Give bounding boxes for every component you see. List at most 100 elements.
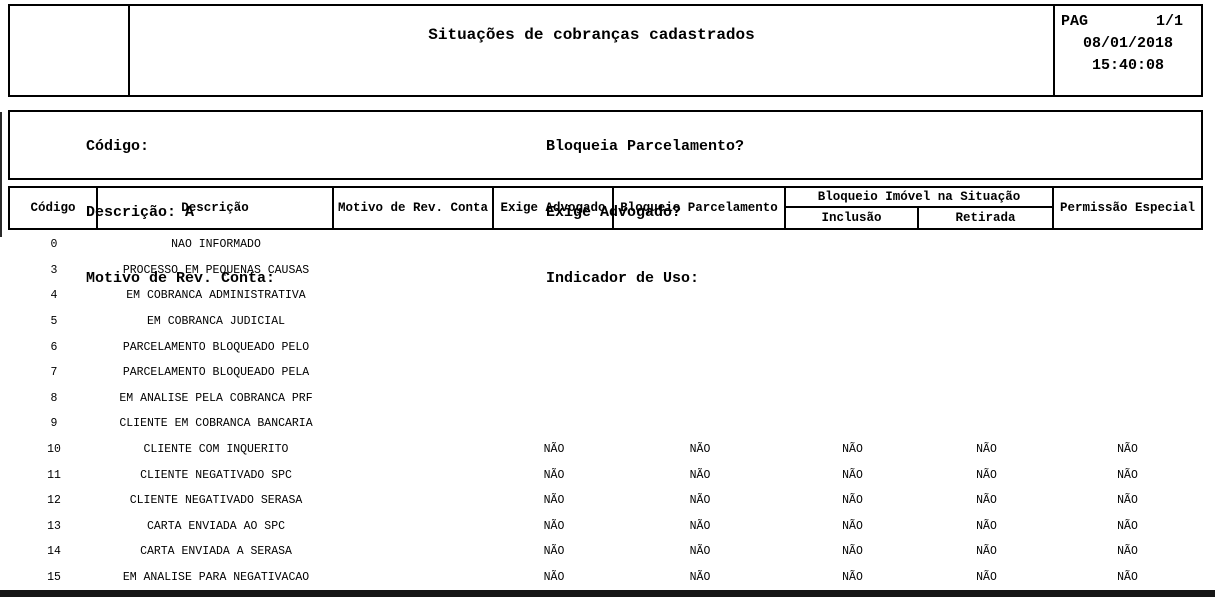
filter-col-left: Código: Descrição: A Motivo de Rev. Conta… bbox=[14, 114, 284, 312]
table-row: 4 EM COBRANCA ADMINISTRATIVA bbox=[10, 283, 1201, 309]
report-time: 15:40:08 bbox=[1091, 57, 1164, 74]
cell-exige-advogado: NÃO bbox=[543, 571, 565, 585]
cell-retirada: NÃO bbox=[976, 494, 997, 508]
cell-codigo: 6 bbox=[50, 340, 58, 354]
cell-exige-advogado: NÃO bbox=[543, 519, 565, 533]
cell-bloqueio-parcelamento: NÃO bbox=[689, 468, 711, 482]
cell-inclusao: NÃO bbox=[842, 494, 863, 508]
column-header-exige-advogado: Exige Advogado bbox=[494, 188, 614, 228]
logo-placeholder bbox=[10, 6, 130, 95]
filter-exige-advogado-label: Exige Advogado? bbox=[546, 204, 682, 221]
cell-retirada: NÃO bbox=[976, 468, 997, 482]
column-header-descricao: Descrição bbox=[98, 188, 334, 228]
filter-motivo: Motivo de Rev. Conta: bbox=[14, 246, 284, 312]
filter-descricao-label: Descrição: bbox=[86, 204, 177, 221]
table-row: 10 CLIENTE COM INQUERITO NÃO NÃO NÃO NÃO NÃO bbox=[10, 437, 1201, 463]
table-row: 8 EM ANALISE PELA COBRANCA PRF bbox=[10, 386, 1201, 412]
filter-codigo: Código: bbox=[14, 114, 284, 180]
table-header: Código Descrição Motivo de Rev. Conta Ex… bbox=[8, 186, 1203, 230]
cell-codigo: 15 bbox=[47, 571, 61, 585]
filter-bloqueia-parcelamento-label: Bloqueia Parcelamento? bbox=[546, 138, 745, 155]
table-row: 5 EM COBRANCA JUDICIAL bbox=[10, 309, 1201, 335]
left-edge-artifact bbox=[0, 112, 2, 237]
table-row: 15 EM ANALISE PARA NEGATIVACAO NÃO NÃO NÃO NÃ… bbox=[10, 565, 1201, 591]
cell-descricao: EM ANALISE PARA NEGATIVACAO bbox=[122, 571, 310, 585]
cell-descricao: NAO INFORMADO bbox=[171, 238, 261, 252]
cell-inclusao: NÃO bbox=[842, 443, 863, 457]
page-title: Situações de cobranças cadastrados bbox=[428, 26, 755, 44]
cell-bloqueio-parcelamento: NÃO bbox=[689, 545, 711, 559]
table-row: 9 CLIENTE EM COBRANCA BANCARIA bbox=[10, 411, 1201, 437]
cell-inclusao: NÃO bbox=[842, 519, 863, 533]
cell-descricao: EM COBRANCA JUDICIAL bbox=[146, 315, 286, 329]
cell-permissao-especial: NÃO bbox=[1117, 494, 1138, 508]
cell-codigo: 8 bbox=[50, 391, 58, 405]
table-row: 6 PARCELAMENTO BLOQUEADO PELO bbox=[10, 334, 1201, 360]
cell-inclusao: NÃO bbox=[842, 468, 863, 482]
cell-exige-advogado: NÃO bbox=[543, 468, 565, 482]
column-header-retirada: Retirada bbox=[955, 211, 1016, 225]
column-header-inclusao: Inclusão bbox=[786, 208, 919, 228]
cell-permissao-especial: NÃO bbox=[1117, 443, 1138, 457]
filter-indicador-uso: Indicador de Uso: bbox=[474, 246, 753, 312]
cell-codigo: 11 bbox=[47, 468, 61, 482]
table-row: 13 CARTA ENVIADA AO SPC NÃO NÃO NÃO NÃO NÃO bbox=[10, 514, 1201, 540]
page-number: 1/1 bbox=[1155, 13, 1183, 30]
cell-exige-advogado: NÃO bbox=[543, 494, 565, 508]
cell-descricao: CARTA ENVIADA A SERASA bbox=[140, 545, 292, 559]
cell-exige-advogado: NÃO bbox=[543, 545, 565, 559]
table-body: 0 NAO INFORMADO 3 PROCESSO EM PEQUENAS CAUS… bbox=[8, 231, 1203, 590]
column-header-bloqueio-parcelamento: Bloqueio Parcelamento bbox=[614, 188, 786, 228]
filter-descricao: Descrição: A bbox=[14, 180, 284, 246]
cell-codigo: 10 bbox=[47, 443, 61, 457]
report-header: Situações de cobranças cadastrados PAG 1… bbox=[8, 4, 1203, 97]
table-row: 0 NAO INFORMADO bbox=[10, 232, 1201, 258]
table-row: 11 CLIENTE NEGATIVADO SPC NÃO NÃO NÃO NÃO NÃO bbox=[10, 462, 1201, 488]
title-cell: Situações de cobranças cadastrados bbox=[130, 6, 1053, 95]
table-row: 3 PROCESSO EM PEQUENAS CAUSAS bbox=[10, 258, 1201, 284]
cell-inclusao: NÃO bbox=[842, 571, 863, 585]
cell-exige-advogado: NÃO bbox=[543, 443, 565, 457]
page-label: PAG bbox=[1061, 13, 1089, 30]
cell-permissao-especial: NÃO bbox=[1117, 468, 1138, 482]
cell-retirada: NÃO bbox=[976, 571, 997, 585]
cell-codigo: 4 bbox=[50, 289, 58, 303]
filter-indicador-uso-label: Indicador de Uso: bbox=[546, 270, 700, 287]
filter-panel: Código: Descrição: A Motivo de Rev. Conta… bbox=[8, 110, 1203, 287]
cell-retirada: NÃO bbox=[976, 443, 997, 457]
filter-motivo-label: Motivo de Rev. Conta: bbox=[86, 270, 276, 287]
column-header-codigo: Código bbox=[10, 188, 98, 228]
cell-descricao: PARCELAMENTO BLOQUEADO PELO bbox=[122, 340, 310, 354]
filter-bloqueia-parcelamento: Bloqueia Parcelamento? bbox=[474, 114, 753, 180]
cell-codigo: 9 bbox=[50, 417, 58, 431]
filter-descricao-value: A bbox=[185, 204, 195, 221]
bottom-edge-bar bbox=[0, 590, 1215, 597]
cell-descricao: PARCELAMENTO BLOQUEADO PELA bbox=[122, 366, 310, 380]
cell-codigo: 0 bbox=[50, 238, 58, 252]
cell-inclusao: NÃO bbox=[842, 545, 863, 559]
cell-descricao: CLIENTE NEGATIVADO SERASA bbox=[129, 494, 303, 508]
column-group-label: Bloqueio Imóvel na Situação bbox=[786, 188, 1052, 208]
cell-permissao-especial: NÃO bbox=[1117, 519, 1138, 533]
cell-retirada: NÃO bbox=[976, 545, 997, 559]
cell-permissao-especial: NÃO bbox=[1117, 545, 1138, 559]
filter-exige-advogado: Exige Advogado? bbox=[474, 180, 753, 246]
table-row: 14 CARTA ENVIADA A SERASA NÃO NÃO NÃO NÃO NÃO bbox=[10, 539, 1201, 565]
cell-descricao: CLIENTE COM INQUERITO bbox=[143, 443, 289, 457]
filter-col-right: Bloqueia Parcelamento? Exige Advogado? I… bbox=[474, 114, 753, 312]
cell-bloqueio-parcelamento: NÃO bbox=[689, 519, 711, 533]
cell-descricao: CLIENTE EM COBRANCA BANCARIA bbox=[119, 417, 313, 431]
cell-descricao: EM ANALISE PELA COBRANCA PRF bbox=[119, 391, 313, 405]
cell-descricao: EM COBRANCA ADMINISTRATIVA bbox=[126, 289, 306, 303]
cell-codigo: 12 bbox=[47, 494, 61, 508]
column-group-bloqueio-imovel: Bloqueio Imóvel na Situação Inclusão Ret… bbox=[786, 188, 1054, 228]
cell-descricao: CLIENTE NEGATIVADO SPC bbox=[140, 468, 292, 482]
cell-bloqueio-parcelamento: NÃO bbox=[689, 494, 711, 508]
cell-retirada: NÃO bbox=[976, 519, 997, 533]
cell-codigo: 13 bbox=[47, 519, 61, 533]
report-date: 08/01/2018 bbox=[1082, 35, 1173, 52]
column-header-motivo: Motivo de Rev. Conta bbox=[334, 188, 494, 228]
cell-codigo: 7 bbox=[50, 366, 58, 380]
table-row: 12 CLIENTE NEGATIVADO SERASA NÃO NÃO NÃO NÃO N… bbox=[10, 488, 1201, 514]
